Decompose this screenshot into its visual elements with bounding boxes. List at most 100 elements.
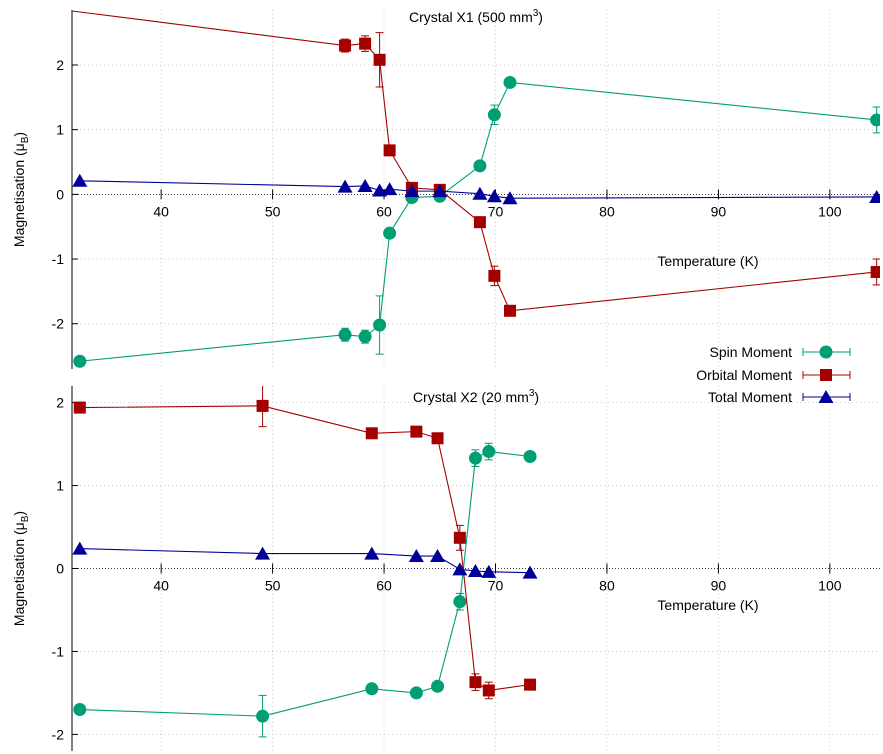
panel-crystal-x2: -2 -1 0 1 2 40 50 60 70 80 90 100 Temperature (K) Mag… bbox=[11, 386, 880, 751]
y-tick-label: 0 bbox=[56, 186, 64, 202]
data-point bbox=[432, 184, 448, 198]
y-tick-label: -2 bbox=[52, 726, 65, 742]
series-spin-moment bbox=[73, 75, 880, 368]
data-point bbox=[338, 328, 352, 342]
y-tick-label: 0 bbox=[56, 561, 64, 577]
data-point bbox=[870, 265, 880, 278]
data-point bbox=[373, 53, 386, 66]
data-point bbox=[482, 445, 496, 459]
series-total-moment bbox=[72, 173, 880, 205]
y-tick-label: 2 bbox=[56, 395, 64, 411]
data-point bbox=[453, 531, 466, 544]
data-point bbox=[869, 189, 880, 203]
data-point bbox=[468, 451, 482, 465]
data-point bbox=[502, 191, 518, 205]
data-point bbox=[358, 330, 372, 344]
panel-title: Crystal X1 (500 mm3) bbox=[409, 8, 543, 25]
data-point bbox=[365, 427, 378, 440]
x-tick-label: 100 bbox=[818, 203, 842, 219]
x-tick-label: 70 bbox=[488, 578, 504, 594]
data-point bbox=[522, 565, 538, 579]
x-axis-label: Temperature (K) bbox=[657, 253, 758, 269]
data-point bbox=[473, 216, 486, 229]
data-point bbox=[488, 269, 501, 282]
data-point bbox=[72, 541, 88, 555]
x-tick-label: 60 bbox=[376, 203, 392, 219]
data-point bbox=[486, 189, 502, 203]
x-tick-label: 80 bbox=[599, 578, 615, 594]
data-point bbox=[503, 304, 516, 317]
data-point bbox=[357, 178, 373, 192]
legend-marker bbox=[819, 345, 833, 359]
legend-marker bbox=[820, 369, 832, 381]
data-point bbox=[408, 549, 424, 563]
series-spin-moment bbox=[73, 442, 537, 738]
data-point bbox=[453, 595, 467, 609]
data-point bbox=[72, 173, 88, 187]
legend-label: Orbital Moment bbox=[696, 367, 792, 383]
x-tick-label: 50 bbox=[265, 578, 281, 594]
data-point bbox=[256, 709, 270, 723]
gridlines bbox=[72, 10, 880, 369]
y-axis-label: Magnetisation (μB) bbox=[11, 132, 31, 247]
x-tick-label: 50 bbox=[265, 203, 281, 219]
data-point bbox=[383, 226, 397, 240]
data-point bbox=[409, 686, 423, 700]
series-orbital-moment bbox=[33, 1, 880, 317]
data-point bbox=[431, 432, 444, 445]
legend-entry-spin-moment: Spin Moment bbox=[710, 344, 851, 360]
data-point bbox=[255, 546, 271, 560]
panel-crystal-x1: -2 -1 0 1 2 40 50 60 70 80 90 100 Temperature (K) Mag… bbox=[11, 1, 880, 369]
legend-entry-total-moment: Total Moment bbox=[708, 389, 851, 405]
data-point bbox=[73, 703, 87, 717]
series-line bbox=[79, 405, 531, 692]
plot-area bbox=[72, 386, 538, 738]
data-point bbox=[473, 159, 487, 173]
y-tick-label: 1 bbox=[56, 478, 64, 494]
data-point bbox=[503, 75, 517, 89]
data-point bbox=[523, 450, 537, 464]
y-tick-label: -1 bbox=[52, 643, 65, 659]
series-line bbox=[79, 450, 531, 717]
y-tick-label: 1 bbox=[56, 122, 64, 138]
data-point bbox=[256, 399, 269, 412]
legend-entry-orbital-moment: Orbital Moment bbox=[696, 367, 851, 383]
data-point bbox=[431, 679, 445, 693]
data-point bbox=[481, 564, 497, 578]
legend: Spin Moment Orbital Moment Total Moment bbox=[696, 344, 851, 405]
data-point bbox=[359, 37, 372, 50]
data-point bbox=[33, 1, 45, 13]
data-point bbox=[339, 39, 352, 52]
data-point bbox=[467, 563, 483, 577]
panel-title: Crystal X2 (20 mm3) bbox=[413, 388, 539, 405]
data-point bbox=[382, 182, 398, 196]
data-point bbox=[364, 546, 380, 560]
x-tick-label: 90 bbox=[711, 578, 727, 594]
legend-label: Total Moment bbox=[708, 389, 792, 405]
data-point bbox=[469, 676, 482, 689]
x-tick-label: 40 bbox=[153, 578, 169, 594]
y-tick-label: -2 bbox=[52, 316, 65, 332]
data-point bbox=[430, 549, 446, 563]
series-total-moment bbox=[72, 541, 538, 579]
data-point bbox=[337, 179, 353, 193]
data-point bbox=[410, 425, 423, 438]
legend-marker bbox=[818, 390, 834, 403]
data-point bbox=[404, 184, 420, 198]
x-axis-label: Temperature (K) bbox=[657, 597, 758, 613]
data-point bbox=[472, 186, 488, 200]
x-tick-label: 70 bbox=[488, 203, 504, 219]
x-tick-label: 60 bbox=[376, 578, 392, 594]
data-point bbox=[482, 684, 495, 697]
x-tick-label: 100 bbox=[818, 578, 842, 594]
data-point bbox=[383, 144, 396, 157]
data-point bbox=[524, 678, 537, 691]
series-orbital-moment bbox=[73, 386, 537, 700]
plot-area bbox=[33, 1, 880, 368]
x-tick-label: 80 bbox=[599, 203, 615, 219]
data-point bbox=[870, 113, 880, 127]
x-tick-label: 90 bbox=[711, 203, 727, 219]
y-tick-label: 2 bbox=[56, 57, 64, 73]
data-point bbox=[452, 562, 468, 576]
